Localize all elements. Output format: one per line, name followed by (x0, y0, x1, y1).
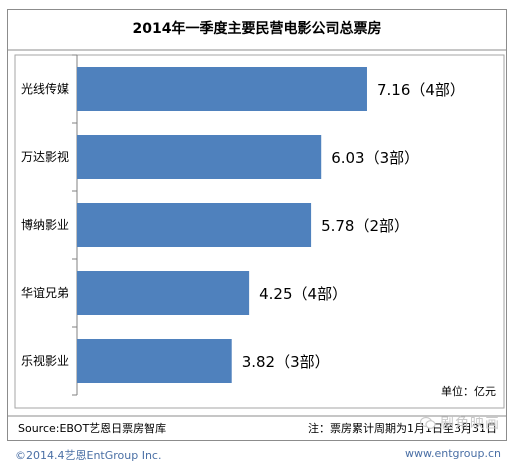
source-text: Source:EBOT艺恩日票房智库 (18, 421, 166, 435)
bar-0 (77, 67, 367, 111)
website-link[interactable]: www.entgroup.cn (405, 447, 501, 460)
category-label: 博纳影业 (21, 217, 69, 232)
copyright-text: ©2014.4艺恩EntGroup Inc. (15, 449, 162, 462)
category-label: 乐视影业 (21, 353, 69, 368)
bar-1 (77, 135, 322, 179)
category-label: 万达影视 (21, 149, 69, 164)
data-label: 5.78（2部） (321, 217, 409, 235)
watermark-text: 剧角映画 (440, 416, 500, 432)
note-text: 注：票房累计周期为1月1日至3月31日 (308, 421, 497, 435)
data-label: 7.16（4部） (377, 81, 465, 99)
category-label: 光线传媒 (21, 81, 69, 96)
data-label: 4.25（4部） (259, 285, 347, 303)
watermark: 剧角映画 (420, 413, 500, 433)
category-label: 华谊兄弟 (21, 285, 69, 300)
data-label: 3.82（3部） (242, 353, 330, 371)
bar-2 (77, 203, 312, 247)
footer: ©2014.4艺恩EntGroup Inc. www.entgroup.cn (7, 441, 507, 471)
bar-4 (77, 339, 232, 383)
data-label: 6.03（3部） (331, 149, 419, 167)
plot-area (14, 54, 505, 409)
wechat-icon (420, 416, 436, 429)
unit-label: 单位：亿元 (441, 384, 496, 398)
chart-title: 2014年一季度主要民营电影公司总票房 (133, 20, 382, 37)
bar-3 (77, 271, 250, 315)
bars-layer: 光线传媒 7.16（4部） 万达影视 6.03（3部） 博纳影业 5.78（2部） 华谊兄弟… (21, 54, 465, 396)
